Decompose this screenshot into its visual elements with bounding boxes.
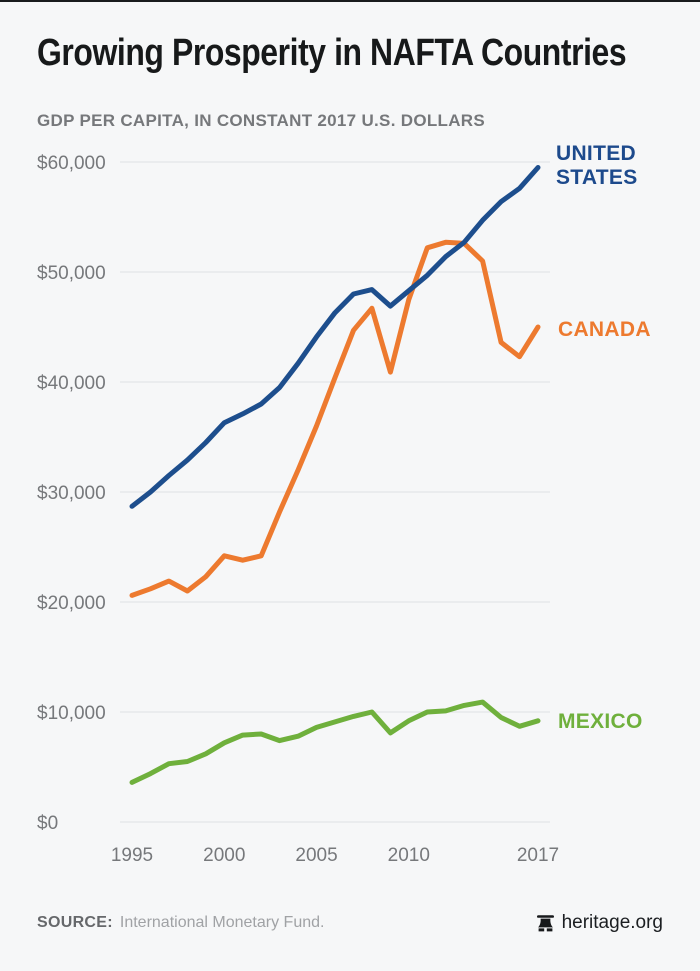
series-line-mexico bbox=[129, 699, 541, 785]
series-label-canada: CANADA bbox=[558, 318, 651, 341]
y-tick-label: $0 bbox=[37, 813, 58, 834]
series-line-united-states bbox=[129, 165, 541, 509]
y-tick-label: $10,000 bbox=[37, 703, 106, 724]
series-line-canada bbox=[129, 239, 541, 598]
y-tick-label: $30,000 bbox=[37, 483, 106, 504]
brand-url: heritage.org bbox=[561, 912, 663, 933]
liberty-bell-icon bbox=[536, 914, 554, 931]
source-line: SOURCE: International Monetary Fund. bbox=[37, 914, 324, 932]
y-tick-label: $60,000 bbox=[37, 153, 106, 174]
x-tick-label: 2010 bbox=[388, 845, 430, 866]
footer: SOURCE: International Monetary Fund. her… bbox=[37, 908, 663, 938]
y-tick-label: $20,000 bbox=[37, 593, 106, 614]
brand-mark: heritage.org bbox=[536, 912, 663, 934]
series-label-mexico: MEXICO bbox=[558, 710, 643, 733]
x-tick-label: 2000 bbox=[203, 845, 245, 866]
top-border bbox=[0, 0, 700, 2]
x-tick-label: 1995 bbox=[111, 845, 153, 866]
source-text: International Monetary Fund. bbox=[119, 914, 325, 931]
x-tick-label: 2005 bbox=[295, 845, 337, 866]
chart-subtitle: GDP PER CAPITA, IN CONSTANT 2017 U.S. DO… bbox=[37, 111, 486, 130]
series-label-united-states: UNITED STATES bbox=[556, 142, 638, 189]
y-tick-label: $40,000 bbox=[37, 373, 106, 394]
source-label: SOURCE: bbox=[37, 914, 113, 931]
page-title: Growing Prosperity in NAFTA Countries bbox=[37, 32, 627, 74]
x-tick-label: 2017 bbox=[517, 845, 559, 866]
y-tick-label: $50,000 bbox=[37, 263, 106, 284]
